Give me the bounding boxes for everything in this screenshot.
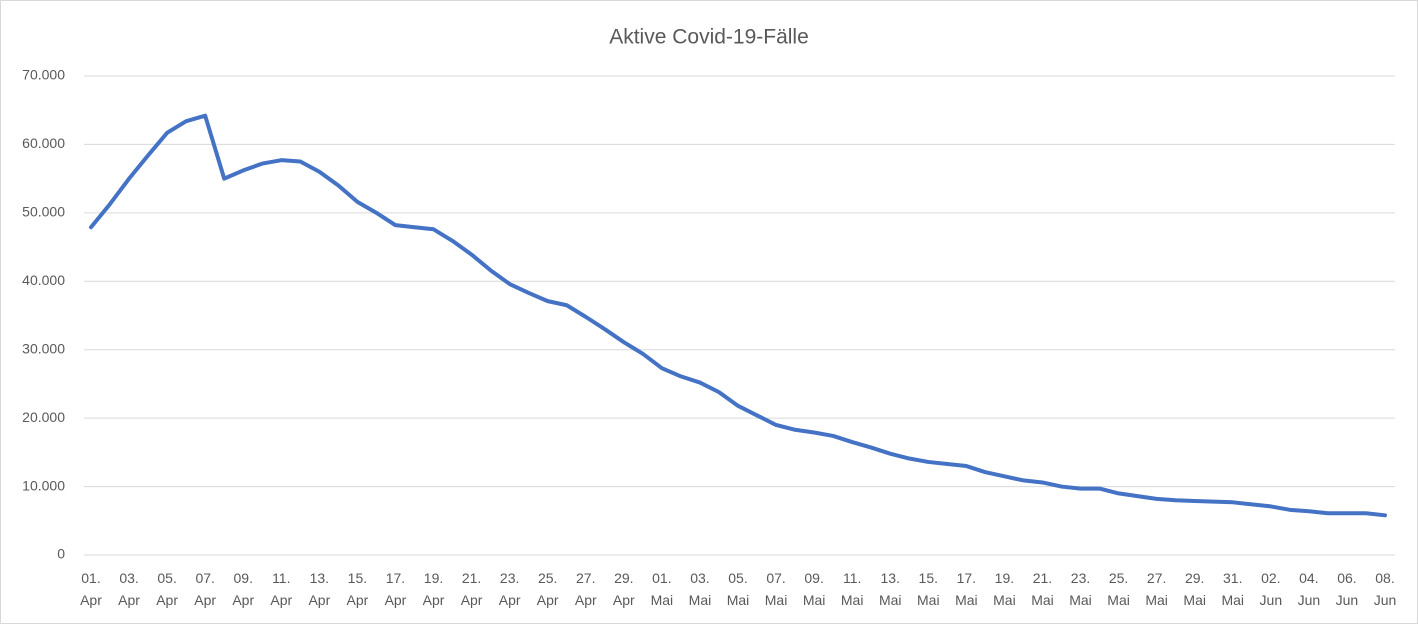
x-tick-label: 27. Apr <box>575 570 597 608</box>
y-tick-label: 30.000 <box>22 340 65 356</box>
x-tick-label: 15. Apr <box>347 570 369 608</box>
x-tick-label: 29. Apr <box>613 570 635 608</box>
x-tick-label: 08. Jun <box>1374 570 1397 608</box>
x-tick-label: 07. Apr <box>194 570 216 608</box>
y-tick-label: 70.000 <box>22 67 65 83</box>
x-tick-label: 05. Apr <box>156 570 178 608</box>
x-tick-label: 27. Mai <box>1145 570 1168 608</box>
x-tick-label: 01. Mai <box>651 570 674 608</box>
x-tick-label: 01. Apr <box>80 570 102 608</box>
x-tick-label: 11. Mai <box>841 570 864 608</box>
x-tick-label: 15. Mai <box>917 570 940 608</box>
x-tick-label: 03. Mai <box>689 570 712 608</box>
x-tick-label: 23. Apr <box>499 570 521 608</box>
x-tick-label: 21. Mai <box>1031 570 1054 608</box>
x-tick-label: 19. Apr <box>423 570 445 608</box>
y-tick-label: 20.000 <box>22 409 65 425</box>
chart-title: Aktive Covid-19-Fälle <box>609 26 809 49</box>
x-tick-label: 29. Mai <box>1183 570 1206 608</box>
x-tick-label: 21. Apr <box>461 570 483 608</box>
y-tick-label: 60.000 <box>22 135 65 151</box>
data-line <box>89 113 1387 518</box>
x-tick-label: 05. Mai <box>727 570 750 608</box>
x-tick-label: 19. Mai <box>993 570 1016 608</box>
x-tick-label: 03. Apr <box>118 570 140 608</box>
x-tick-label: 09. Mai <box>803 570 826 608</box>
x-tick-label: 07. Mai <box>765 570 788 608</box>
x-tick-label: 02. Jun <box>1260 570 1283 608</box>
x-tick-label: 17. Mai <box>955 570 978 608</box>
y-tick-label: 40.000 <box>22 272 65 288</box>
x-tick-label: 11. Apr <box>270 570 292 608</box>
x-tick-label: 17. Apr <box>385 570 407 608</box>
x-tick-label: 04. Jun <box>1298 570 1321 608</box>
x-tick-label: 09. Apr <box>232 570 254 608</box>
x-tick-label: 25. Apr <box>537 570 559 608</box>
y-tick-label: 0 <box>57 546 65 562</box>
y-tick-label: 50.000 <box>22 204 65 220</box>
x-tick-label: 31. Mai <box>1221 570 1244 608</box>
x-tick-label: 13. Apr <box>308 570 330 608</box>
x-tick-label: 23. Mai <box>1069 570 1092 608</box>
x-tick-label: 06. Jun <box>1336 570 1359 608</box>
x-tick-label: 25. Mai <box>1107 570 1130 608</box>
y-tick-label: 10.000 <box>22 477 65 493</box>
x-tick-label: 13. Mai <box>879 570 902 608</box>
